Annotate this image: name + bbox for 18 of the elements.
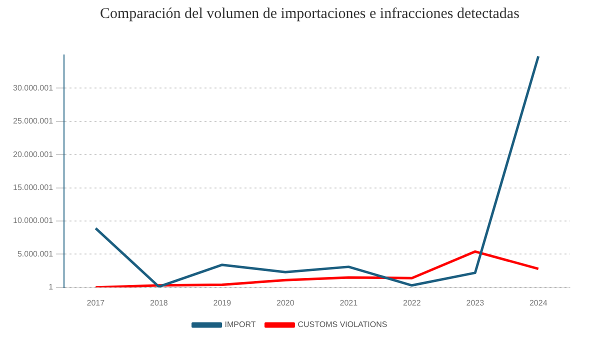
y-tick-label: 10.000.001 — [12, 216, 54, 226]
x-tick-label: 2023 — [466, 298, 485, 308]
x-tick-label: 2024 — [529, 298, 548, 308]
y-tick-label: 25.000.001 — [12, 116, 54, 126]
x-tick-label: 2018 — [150, 298, 168, 308]
x-tick-label: 2017 — [86, 298, 106, 308]
chart-title: Comparación del volumen de importaciones e infracciones detectadas — [100, 6, 520, 23]
x-tick-label: 2019 — [213, 298, 232, 308]
y-tick-label: 30.000.001 — [12, 83, 54, 92]
x-tick-label: 2022 — [402, 298, 422, 308]
y-tick-label: 20.000.001 — [12, 150, 54, 159]
legend-label: CUSTOMS VIOLATIONS — [298, 320, 388, 330]
x-tick-label: 2020 — [276, 298, 295, 308]
x-tick-label: 2021 — [340, 298, 358, 308]
y-tick-label: 1 — [48, 282, 54, 292]
legend-label: IMPORT — [224, 320, 256, 330]
y-tick-label: 5.000.001 — [17, 249, 54, 258]
y-tick-label: 15.000.001 — [12, 183, 54, 192]
